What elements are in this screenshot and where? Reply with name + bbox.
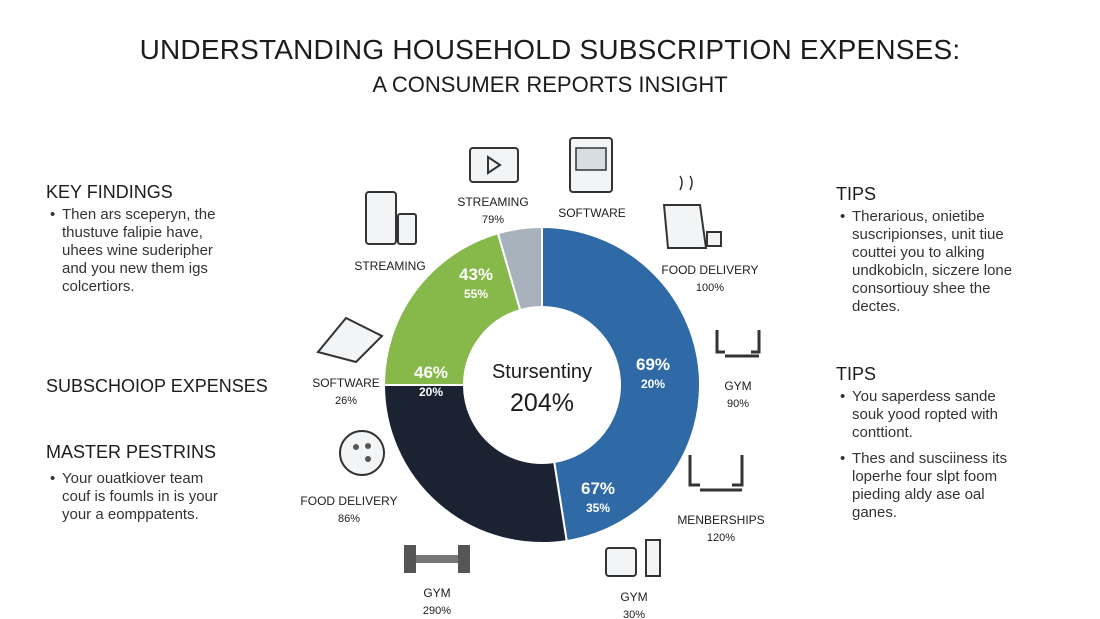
category-label-name: FOOD DELIVERY (661, 263, 758, 277)
segment-label-main: 67% (581, 479, 615, 498)
master-heading: MASTER PESTRINS (46, 442, 217, 462)
dumbbell-icon (458, 545, 470, 573)
category-icons (316, 137, 761, 577)
key-findings-heading: KEY FINDINGS (46, 182, 173, 202)
master-line: your a eomppatents. (62, 506, 199, 523)
pizza-topping-icon (353, 444, 359, 450)
tips-heading-2: TIPS (836, 364, 877, 384)
play-icon (487, 155, 502, 175)
segment-label-main: 46% (414, 363, 448, 382)
tips-line: couttei you to alking (852, 244, 985, 261)
tips-line: Thes and susciiness its (852, 450, 1008, 467)
segment-label-main: 69% (636, 355, 670, 374)
cup-icon (706, 231, 722, 247)
category-label-value: 86% (338, 513, 360, 525)
bullet-dot: • (50, 206, 56, 223)
screen-icon (575, 147, 607, 171)
category-label-value: 290% (423, 605, 451, 617)
pizza-icon (339, 430, 385, 476)
coffee-pot-icon (662, 204, 708, 249)
tips-line: undkobicln, siczere lone (852, 262, 1013, 279)
tips-line: loperhe four slpt foom (852, 468, 998, 485)
page-title: UNDERSTANDING HOUSEHOLD SUBSCRIPTION EXP… (139, 34, 961, 65)
gym-machine-icon (715, 330, 761, 358)
master-line: couf is foumls in is your (62, 488, 218, 505)
category-label-value: 30% (623, 609, 645, 619)
category-labels: STREAMING 79% SOFTWARE FOOD DELIVERY 100% GYM… (300, 195, 764, 619)
dumbbell-icon (404, 545, 416, 573)
tips-bullet-1: • You saperdess sande souk yood ropted w… (840, 388, 998, 442)
pizza-topping-icon (365, 456, 371, 462)
dumbbell-bar-icon (416, 555, 458, 563)
category-label-value: 120% (707, 532, 735, 544)
donut-segment-0 (541, 225, 701, 543)
bullet-dot: • (50, 470, 56, 487)
category-label-name: GYM (620, 590, 647, 604)
expenses-heading: SUBSCHOIOP EXPENSES (46, 376, 268, 396)
tv-icon (469, 147, 519, 183)
gym-machine-icon (688, 455, 744, 492)
segment-label-sub: 55% (464, 287, 488, 301)
steam-icon (679, 175, 693, 191)
tips-line: Therarious, onietibe (852, 208, 985, 225)
center-value: 204% (510, 389, 574, 417)
master-text: • Your ouatkiover team couf is foumls in… (50, 470, 218, 524)
key-findings-line: uhees wine suderipher (62, 242, 213, 259)
pizza-topping-icon (365, 443, 371, 449)
category-label-value: 90% (727, 398, 749, 410)
donut-hole (464, 307, 620, 463)
key-findings-line: Then ars sceperyn, the (62, 206, 216, 223)
tips-line: souk yood ropted with (852, 406, 998, 423)
key-findings-line: and you new them igs (62, 260, 208, 277)
tips-bullet-2: • Thes and susciiness its loperhe four s… (840, 450, 1008, 522)
center-text: Stursentiny (492, 361, 592, 383)
tips-line: conttiont. (852, 424, 913, 441)
phone-icon (365, 191, 397, 245)
key-findings-line: thustuve falipie have, (62, 224, 203, 241)
segment-label-sub: 20% (641, 377, 665, 391)
tips-line: You saperdess sande (852, 388, 996, 405)
mug-icon (605, 547, 637, 577)
category-label-name: GYM (724, 379, 751, 393)
tips-line: suscripionses, unit tiue (852, 226, 1004, 243)
bullet-dot: • (840, 450, 846, 467)
segment-label-sub: 35% (586, 501, 610, 515)
segment-label-main: 43% (459, 265, 493, 284)
tips-line: pieding aldy ase oal (852, 486, 985, 503)
category-label-name: STREAMING (354, 259, 425, 273)
category-label-value: 100% (696, 282, 724, 294)
tips-text: • Therarious, onietibe suscripionses, un… (840, 208, 1013, 316)
key-findings-text: • Then ars sceperyn, the thustuve falipi… (50, 206, 216, 296)
category-label-name: FOOD DELIVERY (300, 494, 397, 508)
bullet-dot: • (840, 388, 846, 405)
donut-segments (382, 225, 701, 544)
bottle-icon (645, 539, 661, 577)
segment-label-sub: 20% (419, 385, 443, 399)
category-label-name: SOFTWARE (558, 206, 626, 220)
tips-line: ganes. (852, 504, 898, 521)
key-findings-line: colcertiors. (62, 278, 135, 295)
page-subtitle: A CONSUMER REPORTS INSIGHT (372, 72, 728, 97)
category-label-value: 26% (335, 395, 357, 407)
segment-labels: 69% 20% 67% 35% 46% 20% 43% 55% (414, 265, 670, 515)
speaker-icon (397, 213, 417, 245)
category-label-value: 79% (482, 214, 504, 226)
category-label-name: SOFTWARE (312, 376, 380, 390)
tips-line: consortiouy shee the (852, 280, 991, 297)
master-line: Your ouatkiover team (62, 470, 204, 487)
laptop-icon (316, 316, 384, 364)
bullet-dot: • (840, 208, 846, 225)
category-label-name: STREAMING (457, 195, 528, 209)
tips-line: dectes. (852, 298, 901, 315)
category-label-name: MENBERSHIPS (677, 513, 764, 527)
category-label-name: GYM (423, 586, 450, 600)
tips-heading: TIPS (836, 184, 877, 204)
